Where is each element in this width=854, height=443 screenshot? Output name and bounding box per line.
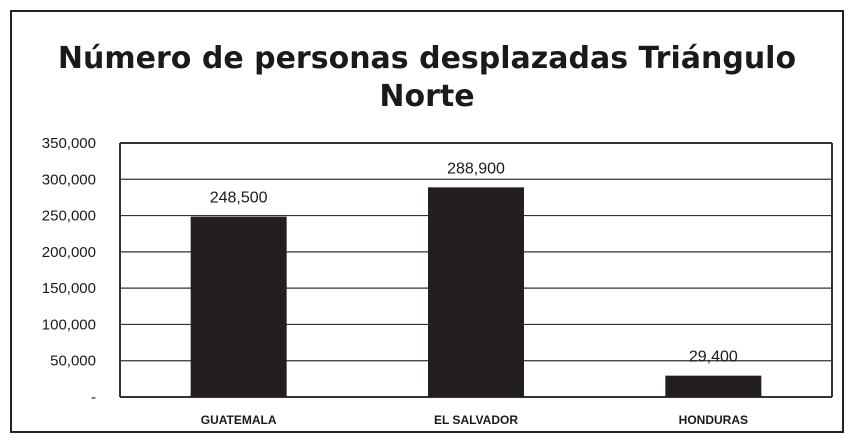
y-axis-tick-labels: - 50,000 100,000 150,000 200,000 250,000 300,0…: [42, 135, 96, 406]
x-category-label: GUATEMALA: [201, 413, 277, 427]
y-tick-label: 200,000: [42, 244, 96, 261]
y-tick-label: 350,000: [42, 135, 96, 152]
data-label: 248,500: [210, 190, 268, 207]
bars: [190, 187, 762, 397]
data-labels: 248,500 288,900 29,400: [210, 160, 738, 365]
x-category-label: EL SALVADOR: [434, 413, 518, 427]
y-tick-label: 150,000: [42, 280, 96, 297]
y-tick-label: -: [91, 389, 96, 406]
y-tick-label: 50,000: [50, 353, 96, 370]
data-label: 288,900: [447, 160, 505, 177]
y-tick-label: 300,000: [42, 171, 96, 188]
bar-guatemala: [190, 216, 287, 397]
chart-title: Número de personas desplazadas Triángulo…: [0, 40, 854, 116]
x-category-label: HONDURAS: [679, 413, 748, 427]
y-tick-label: 100,000: [42, 316, 96, 333]
bar-el-salvador: [428, 187, 524, 397]
x-axis-category-labels: GUATEMALA EL SALVADOR HONDURAS: [201, 413, 748, 427]
chart-title-line-2: Norte: [379, 79, 475, 114]
bar-honduras: [665, 375, 762, 397]
data-label: 29,400: [689, 349, 738, 366]
chart-frame: [10, 10, 844, 433]
chart-title-line-1: Número de personas desplazadas Triángulo: [57, 41, 797, 76]
y-tick-label: 250,000: [42, 208, 96, 225]
